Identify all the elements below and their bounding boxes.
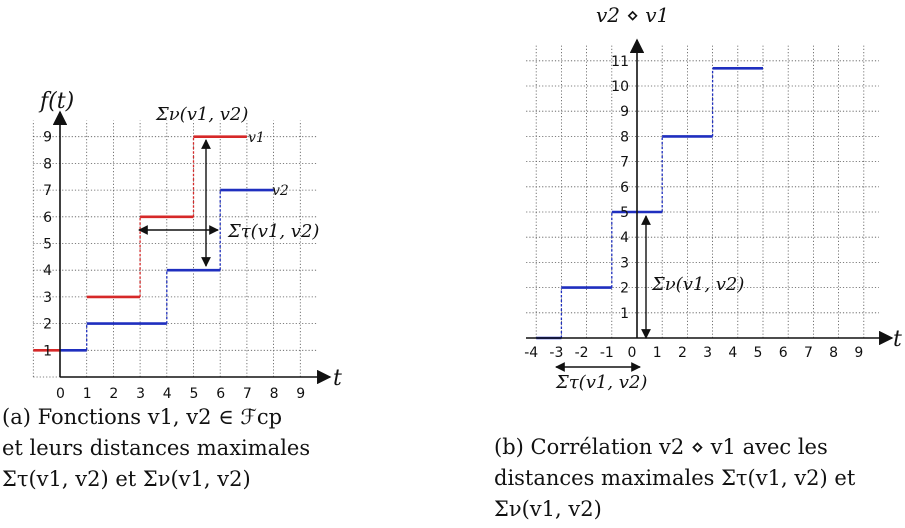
x-tick-label: 4 xyxy=(728,345,737,361)
y-tick-label: 5 xyxy=(43,237,52,253)
chart-b-x-axis-title: t xyxy=(893,327,902,352)
caption-a-line-2: et leurs distances maximales xyxy=(2,436,311,460)
x-tick-label: -4 xyxy=(524,345,538,361)
y-tick-label: 3 xyxy=(43,290,52,306)
chart-a-grid xyxy=(32,120,317,378)
x-tick-label: 9 xyxy=(296,386,305,402)
sigma-tau-label-b: Στ(v1, v2) xyxy=(555,372,647,393)
x-tick-label: 8 xyxy=(270,386,279,402)
chart-a-x-axis-title: t xyxy=(333,366,342,391)
caption-a-line-3: Στ(v1, v2) et Σν(v1, v2) xyxy=(2,467,251,491)
y-tick-label: 1 xyxy=(620,306,629,322)
x-tick-label: -3 xyxy=(549,345,563,361)
x-tick-label: 6 xyxy=(216,386,225,402)
x-tick-label: 0 xyxy=(628,345,637,361)
y-tick-label: 3 xyxy=(620,255,629,271)
x-tick-label: 8 xyxy=(829,345,838,361)
series-label-v1: v1 xyxy=(248,130,265,146)
x-tick-label: 6 xyxy=(779,345,788,361)
sigma-nu-label-b: Σν(v1, v2) xyxy=(651,274,744,295)
chart-a-y-axis-title: f(t) xyxy=(38,89,74,114)
x-tick-label: 2 xyxy=(109,386,118,402)
y-tick-label: 7 xyxy=(43,183,52,199)
y-tick-label: 8 xyxy=(43,156,52,172)
x-tick-label: 5 xyxy=(754,345,763,361)
chart-a: 0 1 2 3 4 5 6 7 8 9 1 2 3 4 5 6 7 8 9 f(t) t v1 v2 Σν(v1, … xyxy=(32,89,342,402)
caption-b-line-1: (b) Corrélation v2 ⋄ v1 avec les xyxy=(494,435,828,459)
chart-a-series xyxy=(33,135,274,352)
y-tick-label: 2 xyxy=(43,317,52,333)
x-tick-label: 3 xyxy=(136,386,145,402)
x-tick-label: 4 xyxy=(163,386,172,402)
chart-b-series xyxy=(536,67,763,340)
caption-b: (b) Corrélation v2 ⋄ v1 avec les distanc… xyxy=(494,432,855,525)
chart-a-ticks: 0 1 2 3 4 5 6 7 8 9 1 2 3 4 5 6 7 8 9 xyxy=(43,130,305,402)
x-tick-label: 0 xyxy=(56,386,65,402)
y-tick-label: 9 xyxy=(43,130,52,146)
sigma-tau-label-a: Στ(v1, v2) xyxy=(227,221,319,242)
y-tick-label: 8 xyxy=(620,129,629,145)
y-tick-label: 11 xyxy=(611,54,629,70)
caption-b-line-3: Σν(v1, v2) xyxy=(494,497,602,521)
series-label-v2: v2 xyxy=(272,183,289,199)
y-tick-label: 1 xyxy=(43,343,52,359)
x-tick-label: 2 xyxy=(678,345,687,361)
x-tick-label: -1 xyxy=(600,345,614,361)
caption-a: (a) Fonctions v1, v2 ∈ ℱcp et leurs dist… xyxy=(2,402,310,495)
chart-b-grid xyxy=(526,45,879,339)
x-tick-label: 7 xyxy=(243,386,252,402)
sigma-nu-label-a: Σν(v1, v2) xyxy=(155,104,248,125)
x-tick-label: -2 xyxy=(575,345,589,361)
chart-b-y-axis-title: v2 ⋄ v1 xyxy=(596,3,669,27)
x-tick-label: 5 xyxy=(190,386,199,402)
x-tick-label: 7 xyxy=(804,345,813,361)
caption-a-line-1: (a) Fonctions v1, v2 ∈ ℱcp xyxy=(2,405,283,429)
y-tick-label: 2 xyxy=(620,281,629,297)
y-tick-label: 4 xyxy=(620,230,629,246)
x-tick-label: 3 xyxy=(703,345,712,361)
y-tick-label: 6 xyxy=(43,210,52,226)
y-tick-label: 9 xyxy=(620,104,629,120)
y-tick-label: 6 xyxy=(620,180,629,196)
y-tick-label: 10 xyxy=(611,79,629,95)
y-tick-label: 5 xyxy=(620,205,629,221)
x-tick-label: 1 xyxy=(653,345,662,361)
x-tick-label: 1 xyxy=(83,386,92,402)
x-tick-label: 9 xyxy=(854,345,863,361)
caption-b-line-2: distances maximales Στ(v1, v2) et xyxy=(494,466,856,490)
y-tick-label: 4 xyxy=(43,263,52,279)
y-tick-label: 7 xyxy=(620,155,629,171)
